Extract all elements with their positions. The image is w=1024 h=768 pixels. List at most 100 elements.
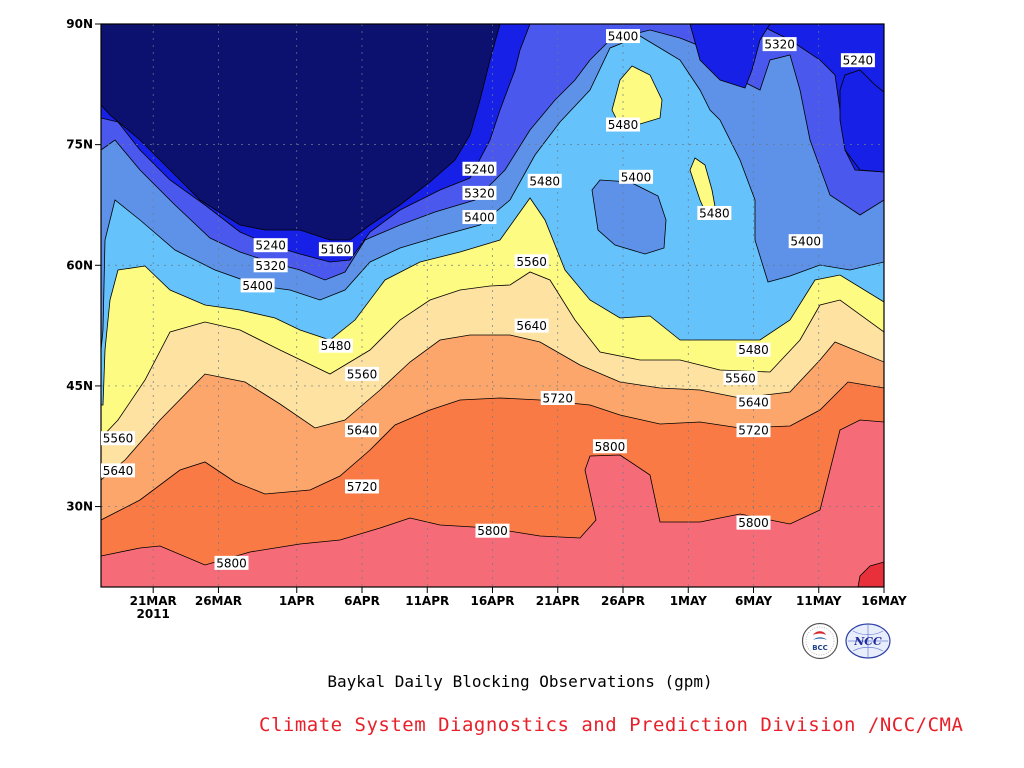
contour-label-bg [101, 431, 135, 446]
contour-label: 5480 [527, 173, 562, 188]
contour-label: 5640 [736, 395, 771, 410]
contour-label: 5480 [606, 117, 640, 132]
contour-label-text: 5400 [464, 211, 495, 225]
bcc-logo: BCC [801, 622, 839, 660]
contour-label-bg [345, 366, 379, 381]
contour-band-above-5880 [857, 561, 884, 587]
contour-label-bg [592, 439, 627, 454]
contour-label-text: 5480 [699, 207, 730, 221]
chart-caption: Baykal Daily Blocking Observations (gpm) [327, 672, 713, 691]
x-tick-label: 16MAY [861, 594, 907, 608]
contour-label-text: 5400 [608, 30, 639, 44]
contour-label-text: 5640 [738, 396, 769, 410]
contour-band-below-5240-northeast [839, 69, 884, 173]
contour-label-bg [514, 254, 549, 269]
contour-label-bg [527, 173, 562, 188]
x-tick-label: 16APR [470, 594, 514, 608]
contour-label: 5720 [345, 479, 379, 494]
contour-label: 5400 [619, 169, 654, 184]
contour-label: 5480 [318, 338, 353, 353]
contour-label-bg [253, 258, 288, 273]
y-tick-label: 90N [66, 17, 93, 31]
contour-label-bg [736, 342, 771, 357]
contour-label-bg [762, 37, 797, 52]
contour-label-bg [253, 238, 288, 253]
contour-label: 5560 [723, 370, 758, 385]
contour-label: 5320 [253, 258, 288, 273]
contour-label-text: 5640 [516, 319, 547, 333]
contour-label-bg [345, 423, 379, 438]
contour-label-text: 5160 [321, 243, 352, 257]
x-tick-label: 21MAR [130, 594, 177, 608]
contour-label-bg [514, 318, 549, 333]
x-tick-label: 1APR [279, 594, 315, 608]
contour-label-bg [240, 278, 275, 293]
contour-label-text: 5400 [621, 170, 652, 184]
contour-label: 5160 [318, 242, 353, 257]
contour-label-bg [840, 53, 875, 68]
contour-label-bg [606, 117, 640, 132]
x-tick-year: 2011 [136, 607, 169, 621]
contour-label-bg [723, 370, 758, 385]
x-tick-label: 26MAR [195, 594, 242, 608]
y-tick-label: 30N [66, 500, 93, 514]
x-tick-label: 11MAY [796, 594, 842, 608]
contour-label-text: 5400 [242, 279, 273, 293]
contour-label-bg [101, 463, 135, 478]
contour-label-bg [736, 395, 771, 410]
contour-island-5400 [591, 179, 667, 255]
ncc-logo-text: NCC [853, 635, 882, 648]
contour-label: 5480 [736, 342, 771, 357]
contour-label: 5560 [101, 431, 135, 446]
contour-label: 5400 [788, 234, 823, 249]
contour-label-bg [462, 185, 497, 200]
contour-label-text: 5480 [608, 118, 639, 132]
contour-label-text: 5480 [529, 174, 560, 188]
contour-label-bg [736, 423, 771, 438]
contour-label-text: 5320 [255, 259, 286, 273]
contour-label-bg [462, 210, 497, 225]
contour-label: 5240 [462, 161, 497, 176]
contour-label-text: 5560 [725, 371, 756, 385]
contour-label: 5640 [101, 463, 135, 478]
contour-label: 5560 [514, 254, 549, 269]
contour-label: 5320 [762, 37, 797, 52]
y-tick-label: 60N [66, 258, 93, 272]
bcc-logo-text: BCC [812, 644, 828, 652]
contour-label: 5720 [736, 423, 771, 438]
contour-label-text: 5640 [103, 464, 134, 478]
x-tick-label: 26APR [601, 594, 645, 608]
contour-label-text: 5800 [595, 440, 626, 454]
contour-label: 5400 [240, 278, 275, 293]
contour-label-text: 5560 [516, 255, 547, 269]
x-tick-label: 1MAY [670, 594, 707, 608]
contour-label: 5640 [514, 318, 549, 333]
contour-label-text: 5480 [738, 343, 769, 357]
contour-label-bg [788, 234, 823, 249]
contour-label-text: 5240 [843, 54, 874, 68]
contour-label-text: 5320 [464, 186, 495, 200]
contour-label: 5800 [592, 439, 627, 454]
contour-label-text: 5480 [321, 339, 352, 353]
contour-label: 5320 [462, 185, 497, 200]
contour-label-bg [318, 338, 353, 353]
contour-label: 5240 [253, 238, 288, 253]
contour-label: 5480 [697, 206, 732, 221]
contour-label: 5800 [736, 515, 771, 530]
contour-label-text: 5640 [347, 424, 378, 438]
contour-label-text: 5240 [464, 162, 495, 176]
contour-label-bg [736, 515, 771, 530]
contour-band-below-5160 [101, 24, 501, 241]
contour-label-bg [345, 479, 379, 494]
x-tick-label: 6MAY [735, 594, 772, 608]
contour-label: 5400 [606, 29, 640, 44]
contour-label-text: 5400 [790, 235, 821, 249]
contour-label-bg [606, 29, 640, 44]
contour-label: 5240 [840, 53, 875, 68]
contour-label-text: 5720 [542, 391, 573, 405]
contour-label-text: 5800 [216, 556, 247, 570]
y-tick-label: 45N [66, 379, 93, 393]
contour-label: 5720 [540, 390, 575, 405]
y-tick-label: 75N [66, 138, 93, 152]
contour-label-text: 5240 [255, 239, 286, 253]
